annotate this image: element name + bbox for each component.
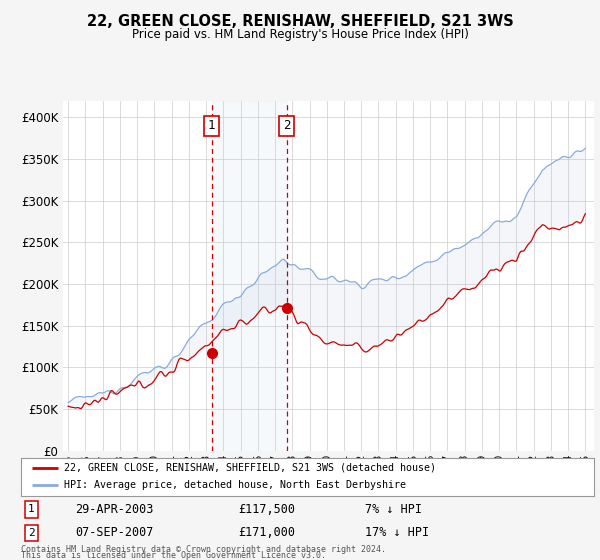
Bar <box>212 101 287 451</box>
Text: 29-APR-2003: 29-APR-2003 <box>76 503 154 516</box>
Text: 17% ↓ HPI: 17% ↓ HPI <box>365 526 429 539</box>
Text: £171,000: £171,000 <box>239 526 296 539</box>
Text: 2: 2 <box>28 528 35 538</box>
Text: Contains HM Land Registry data © Crown copyright and database right 2024.: Contains HM Land Registry data © Crown c… <box>21 544 386 554</box>
Text: 22, GREEN CLOSE, RENISHAW, SHEFFIELD, S21 3WS (detached house): 22, GREEN CLOSE, RENISHAW, SHEFFIELD, S2… <box>64 463 436 473</box>
Text: HPI: Average price, detached house, North East Derbyshire: HPI: Average price, detached house, Nort… <box>64 480 406 491</box>
Text: Price paid vs. HM Land Registry's House Price Index (HPI): Price paid vs. HM Land Registry's House … <box>131 28 469 41</box>
Text: 1: 1 <box>208 119 215 132</box>
Text: 07-SEP-2007: 07-SEP-2007 <box>76 526 154 539</box>
Text: 2: 2 <box>283 119 290 132</box>
Text: 7% ↓ HPI: 7% ↓ HPI <box>365 503 422 516</box>
Text: £117,500: £117,500 <box>239 503 296 516</box>
Text: 22, GREEN CLOSE, RENISHAW, SHEFFIELD, S21 3WS: 22, GREEN CLOSE, RENISHAW, SHEFFIELD, S2… <box>86 14 514 29</box>
Text: This data is licensed under the Open Government Licence v3.0.: This data is licensed under the Open Gov… <box>21 551 326 560</box>
Text: 1: 1 <box>28 505 35 515</box>
